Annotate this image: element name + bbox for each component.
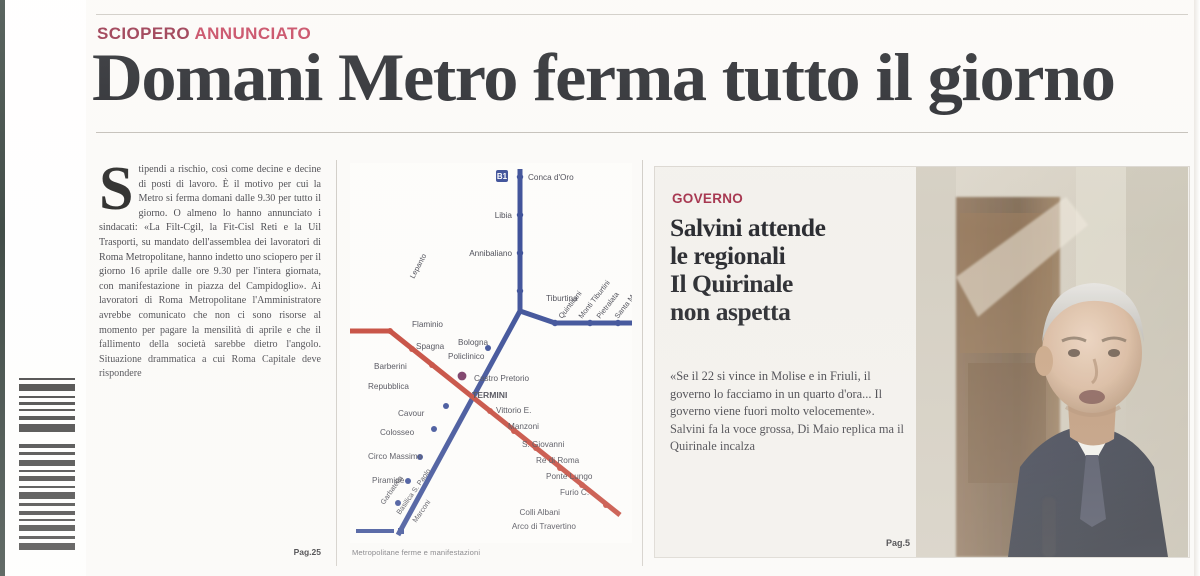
barcode-top [19,378,75,432]
svg-text:S. Giovanni: S. Giovanni [522,440,565,449]
svg-text:Flaminio: Flaminio [412,320,443,329]
svg-text:Spagna: Spagna [416,342,445,351]
lead-headline: Domani Metro ferma tutto il giorno [92,39,1116,115]
svg-text:Policlinico: Policlinico [448,352,485,361]
svg-text:Re di Roma: Re di Roma [536,456,580,465]
svg-text:Circo Massimo: Circo Massimo [368,452,423,461]
svg-text:Repubblica: Repubblica [368,382,409,391]
headline-divider [96,132,1188,133]
svg-text:Castro Pretorio: Castro Pretorio [474,374,530,383]
column-divider-1 [336,160,337,566]
map-caption: Metropolitane ferme e manifestazioni [352,548,481,557]
lead-article-column: S tipendi a rischio, così come decine e … [99,155,322,563]
svg-text:TERMINI: TERMINI [472,390,507,400]
svg-text:Manzoni: Manzoni [508,422,539,431]
lead-kicker: SCIOPERO ANNUNCIATO [97,25,311,42]
svg-text:Ponte Lungo: Ponte Lungo [546,472,593,481]
svg-text:Conca d'Oro: Conca d'Oro [528,173,574,182]
page-edge-strip [0,0,86,576]
svg-text:Piramide: Piramide [372,476,405,485]
svg-text:Cavour: Cavour [398,409,425,418]
svg-text:Arco di Travertino: Arco di Travertino [512,522,577,531]
svg-text:B1: B1 [497,172,508,181]
metro-map: B1 Conca d'Oro Libia Annibaliano Tiburti… [350,163,632,543]
page-right-edge [1194,0,1200,576]
secondary-headline-line-4: non aspetta [670,297,791,327]
lead-page-reference: Pag.25 [293,547,321,557]
drop-cap: S [99,155,134,223]
secondary-headline-line-1: Salvini attende [670,213,826,242]
svg-text:Furio C.: Furio C. [560,488,589,497]
column-divider-2 [642,160,643,566]
lead-kicker-part1: SCIOPERO [97,24,190,43]
masthead-divider [96,14,1188,15]
svg-text:Vittorio E.: Vittorio E. [496,406,531,415]
secondary-article-body: «Se il 22 si vince in Molise e in Friuli… [670,369,904,454]
secondary-kicker: GOVERNO [672,191,744,206]
svg-text:Barberini: Barberini [374,362,407,371]
svg-text:Annibaliano: Annibaliano [469,249,512,258]
lead-kicker-part2: ANNUNCIATO [194,24,312,43]
svg-text:Colosseo: Colosseo [380,428,415,437]
secondary-headline-line-3: Il Quirinale [670,269,793,299]
svg-text:Libia: Libia [495,211,513,220]
secondary-article-photo [916,167,1188,557]
secondary-headline: Salvini attende le regionali Il Quirinal… [670,213,914,327]
secondary-page-reference: Pag.5 [885,538,910,548]
svg-text:Bologna: Bologna [458,338,488,347]
secondary-headline-line-2: le regionali [670,241,786,271]
lead-article-body: tipendi a rischio, così come decine e de… [99,164,322,380]
svg-text:Tiburtina: Tiburtina [546,294,578,303]
barcode-bottom [19,444,75,550]
svg-text:Colli Albani: Colli Albani [519,508,560,517]
